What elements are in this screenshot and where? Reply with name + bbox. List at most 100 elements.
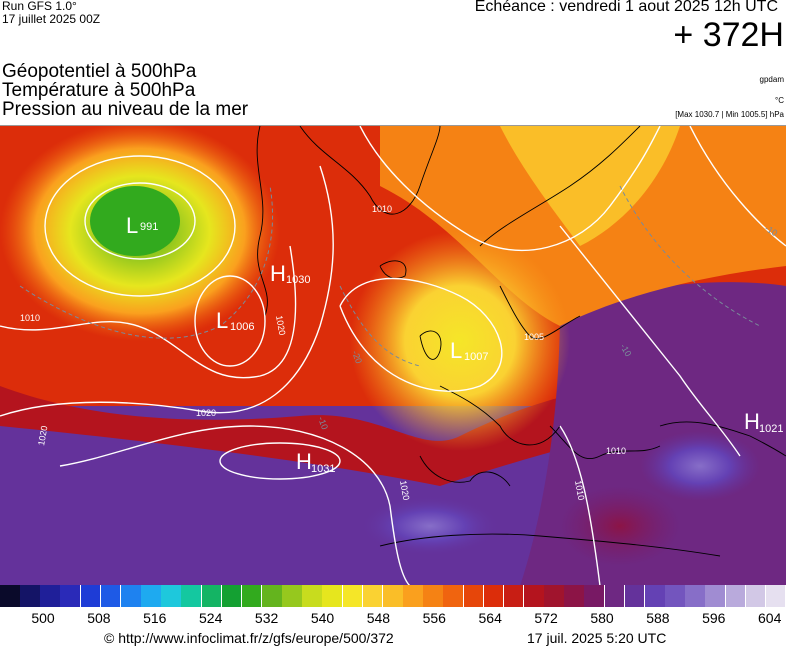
- coast-greenland: [299, 126, 441, 215]
- isobars: [0, 126, 786, 586]
- unit-geopotential: gpdam: [759, 75, 784, 84]
- center-letter: L: [126, 213, 138, 238]
- color-scale-tick-label: 596: [702, 610, 726, 626]
- color-scale-swatch: [584, 585, 606, 607]
- purple-pool-east: [640, 431, 760, 501]
- color-scale-swatch: [463, 585, 485, 607]
- isobar-1020-north: [359, 126, 661, 252]
- coast-iberia: [419, 455, 511, 487]
- color-scale-swatch: [80, 585, 102, 607]
- isobar-label: 1005: [524, 332, 544, 342]
- color-scale-swatch: [745, 585, 767, 607]
- color-scale-tick-label: 548: [366, 610, 391, 626]
- color-scale-tick-label: 604: [758, 610, 782, 626]
- isobar-1020-west: [0, 165, 334, 417]
- center-letter: H: [270, 261, 286, 286]
- center-value: 991: [140, 221, 158, 233]
- color-scale-tick-label: 500: [31, 610, 55, 626]
- isobar-label: 1010: [606, 446, 626, 456]
- color-scale-swatch: [161, 585, 182, 607]
- center-letter: H: [296, 449, 312, 474]
- coast-italy-greece: [549, 425, 661, 460]
- center-value: 1007: [464, 351, 488, 363]
- color-scale-swatch: [282, 585, 303, 607]
- color-scale-swatch: [725, 585, 747, 607]
- coastlines: [256, 126, 786, 557]
- color-scale-swatch: [20, 585, 41, 607]
- color-scale-swatch: [141, 585, 162, 607]
- isobar-label: 1010: [573, 480, 586, 501]
- lead-time-label: + 372H: [673, 16, 784, 54]
- coast-norway: [479, 126, 641, 247]
- color-scale-swatch: [443, 585, 465, 607]
- isobar-1010-east: [559, 225, 741, 457]
- field-north-yellow: [500, 126, 680, 246]
- color-scale-tick-label: 540: [310, 610, 335, 626]
- coast-labrador: [256, 126, 268, 317]
- color-scale-swatch: [503, 585, 525, 607]
- center-value: 1006: [230, 321, 254, 333]
- color-scale-swatch: [262, 585, 283, 607]
- color-scale-swatch: [60, 585, 82, 607]
- color-scale-swatch: [765, 585, 786, 607]
- color-scale-swatch: [342, 585, 364, 607]
- isotherm-label: -20: [350, 349, 364, 365]
- color-scale-swatch: [241, 585, 263, 607]
- color-scale-swatch: [382, 585, 404, 607]
- color-scale-swatch: [483, 585, 505, 607]
- color-scale-tick-label: 572: [534, 610, 558, 626]
- generation-time: 17 juil. 2025 5:20 UTC: [527, 630, 667, 646]
- coast-france: [439, 385, 561, 446]
- source-credit: © http://www.infoclimat.fr/z/gfs/europe/…: [104, 630, 394, 646]
- isotherm-label: -10: [316, 415, 330, 431]
- purple-pool-south: [360, 496, 500, 556]
- color-scale-swatch: [181, 585, 203, 607]
- color-scale-swatch: [544, 585, 565, 607]
- color-scale-swatch: [120, 585, 142, 607]
- color-scale-tick-label: 516: [143, 610, 167, 626]
- parameter-pressure: Pression au niveau de la mer: [2, 99, 249, 120]
- color-scale-swatch: [524, 585, 545, 607]
- isobar-1020-south: [59, 425, 411, 586]
- isobar-label: 1010: [20, 313, 40, 323]
- isobar-1010-med: [559, 425, 601, 586]
- pressure-range-label: [Max 1030.7 | Min 1005.5] hPa: [675, 110, 784, 119]
- unit-temperature: °C: [775, 96, 784, 105]
- color-scale-swatch: [100, 585, 122, 607]
- coast-north-africa: [379, 533, 721, 557]
- coast-iceland: [379, 260, 407, 279]
- isobar-ring-2: [44, 155, 236, 297]
- forecast-map[interactable]: L 991 H 1030 L 1006 L 1007 H 1031 H 1021…: [0, 125, 786, 586]
- center-value: 1021: [759, 423, 783, 435]
- isobar-northeast: [689, 126, 786, 247]
- pressure-centers: L 991 H 1030 L 1006 L 1007 H 1031 H 1021: [126, 213, 783, 475]
- color-scale-swatch: [322, 585, 344, 607]
- color-scale-swatch: [302, 585, 323, 607]
- isobar-high-1031: [219, 442, 341, 480]
- color-scale-swatch: [644, 585, 666, 607]
- coast-turkey: [659, 421, 786, 457]
- color-scale-tick-label: 532: [254, 610, 279, 626]
- valid-time-label: Echéance : vendredi 1 aout 2025 12h UTC: [474, 0, 778, 15]
- color-scale-tick-label: 508: [87, 610, 111, 626]
- center-value: 1031: [311, 463, 335, 475]
- isotherm-west: [19, 185, 274, 339]
- color-scale-swatch: [201, 585, 223, 607]
- isobar-labels: 1010 1010 1020 1020 1020 1010 1010 1005 …: [20, 204, 626, 501]
- isobar-1010-west: [0, 245, 297, 379]
- parameter-geopotential: Géopotentiel à 500hPa: [2, 61, 197, 82]
- center-letter: L: [216, 308, 228, 333]
- init-date-label: 17 juillet 2025 00Z: [2, 12, 101, 26]
- isobar-label: 1010: [372, 204, 392, 214]
- isobar-label: 1020: [196, 408, 216, 418]
- coast-baltic: [499, 285, 581, 340]
- isobar-label: 1020: [398, 480, 411, 501]
- low-core-inner: [90, 186, 180, 256]
- color-scale-tick-label: 588: [646, 610, 670, 626]
- color-scale-swatch: [362, 585, 384, 607]
- isotherms: [19, 185, 761, 367]
- isotherm-east: [619, 185, 761, 327]
- center-letter: H: [744, 409, 760, 434]
- color-scale-swatch: [423, 585, 444, 607]
- color-scale-tick-label: 556: [422, 610, 446, 626]
